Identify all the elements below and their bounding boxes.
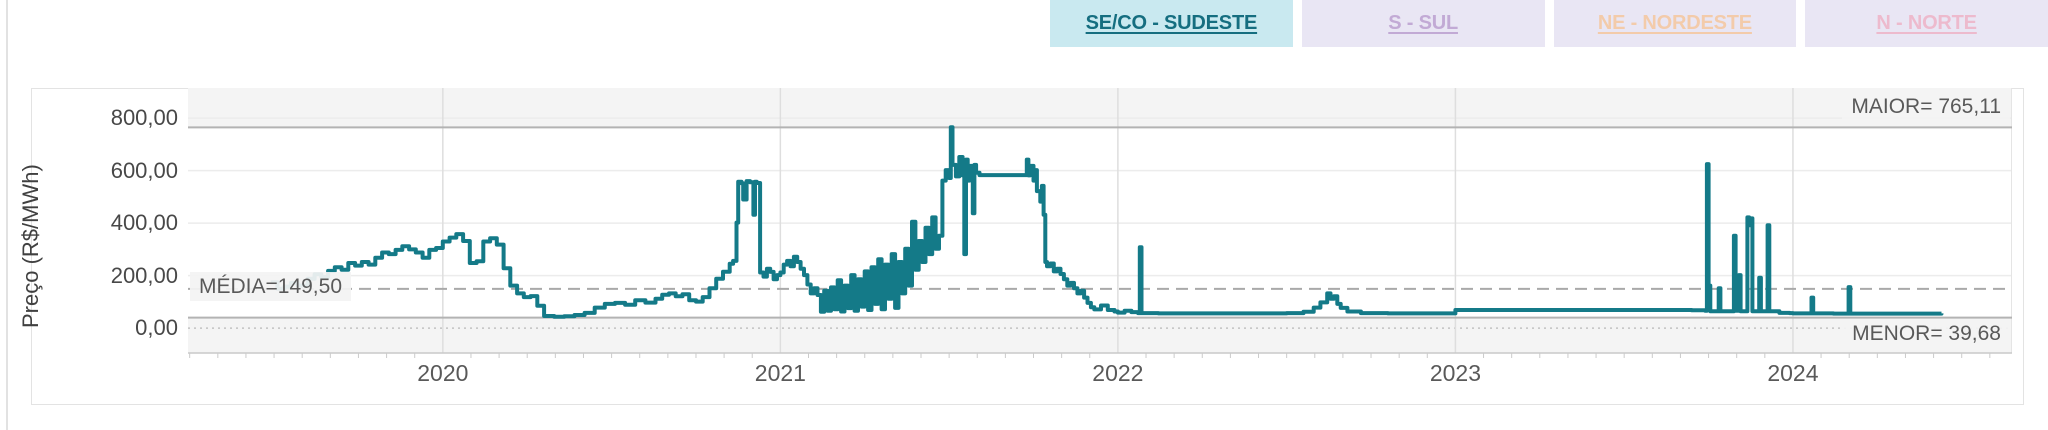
menor-annotation: MENOR= 39,68 — [1843, 319, 2010, 348]
y-tick-label: 0,00 — [135, 315, 178, 341]
x-tick-label: 2022 — [1092, 360, 1144, 386]
tab-s-sul[interactable]: S - SUL — [1301, 0, 1545, 47]
upper-band — [188, 88, 2012, 128]
media-annotation: MÉDIA=149,50 — [190, 272, 352, 301]
x-tick-label: 2023 — [1429, 360, 1481, 386]
price-line-chart — [188, 88, 2012, 358]
tab-ne-nordeste[interactable]: NE - NORDESTE — [1553, 0, 1797, 47]
y-tick-label: 200,00 — [110, 262, 178, 288]
tab-se-co-sudeste[interactable]: SE/CO - SUDESTE — [1050, 0, 1293, 47]
maior-annotation: MAIOR= 765,11 — [1842, 92, 2010, 121]
price-series-line — [270, 125, 1944, 319]
page-left-divider — [6, 0, 8, 430]
y-tick-label: 400,00 — [110, 210, 178, 236]
y-tick-label: 800,00 — [110, 105, 178, 131]
tab-n-norte[interactable]: N - NORTE — [1805, 0, 2048, 47]
lower-band — [188, 317, 2012, 353]
x-tick-label: 2021 — [754, 360, 806, 386]
y-tick-label: 600,00 — [110, 157, 178, 183]
x-tick-label: 2024 — [1767, 360, 1819, 386]
region-tabs: SE/CO - SUDESTE S - SUL NE - NORDESTE N - N… — [1050, 0, 2048, 47]
x-tick-label: 2020 — [417, 360, 469, 386]
